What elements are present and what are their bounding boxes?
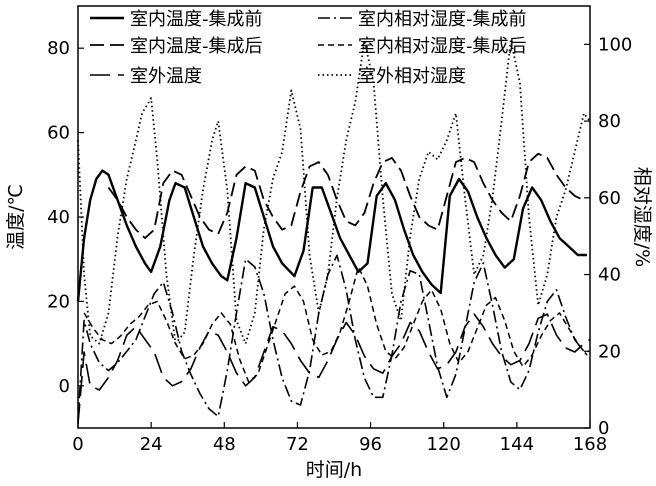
legend-label-6: 室外相对湿度 [358,66,466,87]
y-right-tick-label: 60 [598,188,621,209]
x-tick-label: 0 [72,434,83,455]
y-right-tick-label: 100 [598,34,632,55]
y-left-tick-label: 0 [59,376,70,397]
y-right-tick-label: 80 [598,111,621,132]
legend-label-2: 室内温度-集成后 [130,36,263,57]
x-tick-label: 96 [359,434,382,455]
series-line-4 [77,254,590,421]
y-left-tick-label: 40 [47,207,70,228]
series-line-5 [83,266,588,383]
y-right-axis-ticks: 0 20 40 60 80 100 [584,34,632,439]
x-tick-label: 72 [286,434,309,455]
plot-lines [76,39,591,424]
series-line-2 [107,152,585,240]
x-tick-label: 24 [140,434,163,455]
x-tick-label: 120 [427,434,461,455]
series-line-1 [76,169,587,302]
x-tick-label: 168 [573,434,607,455]
x-axis-ticks: 0 24 48 72 96 120 144 168 [72,422,607,455]
series-line-6 [77,39,591,345]
y-right-tick-label: 20 [598,341,621,362]
legend-label-1: 室内温度-集成前 [130,9,263,30]
series-line-3 [77,313,591,424]
legend-label-3: 室外温度 [130,66,202,87]
y-right-axis-title: 相对湿度/% [631,167,653,267]
x-axis-title: 时间/h [306,459,362,481]
y-left-tick-label: 20 [47,291,70,312]
y-left-axis-ticks: 0 20 40 60 80 [47,38,84,397]
legend-label-5: 室内相对湿度-集成后 [358,36,527,57]
y-right-tick-label: 0 [598,418,609,439]
x-tick-label: 144 [500,434,534,455]
y-right-tick-label: 40 [598,265,621,286]
x-tick-label: 48 [213,434,236,455]
y-left-axis-title: 温度/℃ [5,184,27,250]
y-left-tick-label: 60 [47,123,70,144]
legend-label-4: 室内相对湿度-集成前 [358,9,527,30]
y-left-tick-label: 80 [47,38,70,59]
